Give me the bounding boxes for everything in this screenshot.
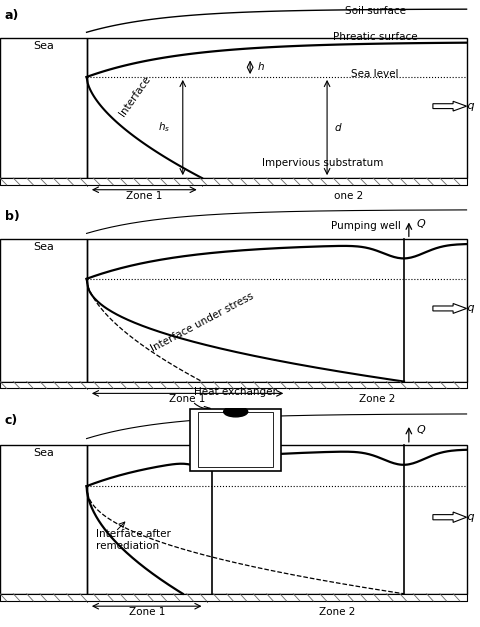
- Text: c): c): [5, 414, 18, 427]
- Bar: [198, 412, 273, 467]
- Text: Q: Q: [415, 425, 424, 435]
- Text: Sea level: Sea level: [351, 69, 398, 79]
- Polygon shape: [432, 303, 466, 314]
- Text: Zone 2: Zone 2: [359, 394, 395, 404]
- Text: Heat exchanger: Heat exchanger: [194, 387, 276, 398]
- Text: Zone 2: Zone 2: [318, 607, 354, 617]
- Text: q: q: [463, 101, 474, 111]
- Text: h: h: [257, 62, 264, 72]
- Bar: [86, 38, 466, 178]
- Text: Sea: Sea: [33, 448, 54, 458]
- Text: Soil surface: Soil surface: [344, 6, 405, 16]
- Bar: [86, 445, 466, 594]
- Text: Q: Q: [415, 219, 424, 228]
- Text: Impervious substratum: Impervious substratum: [261, 159, 382, 169]
- Text: Zone 1: Zone 1: [126, 191, 162, 201]
- Bar: [0, 240, 86, 381]
- Text: d: d: [334, 122, 340, 132]
- Text: Pumping well: Pumping well: [330, 221, 400, 231]
- Text: b): b): [5, 209, 20, 223]
- Circle shape: [223, 406, 247, 417]
- Text: Phreatic surface: Phreatic surface: [332, 32, 417, 42]
- Text: q: q: [463, 512, 474, 522]
- Text: Interface: Interface: [117, 75, 152, 119]
- Bar: [0, 445, 86, 594]
- Polygon shape: [432, 512, 466, 522]
- Bar: [0, 38, 86, 178]
- Text: Zone 1: Zone 1: [128, 607, 165, 617]
- Text: Sea: Sea: [33, 242, 54, 252]
- Text: Interface under stress: Interface under stress: [149, 291, 254, 354]
- FancyBboxPatch shape: [190, 409, 281, 471]
- Polygon shape: [432, 102, 466, 111]
- Text: a): a): [5, 9, 19, 22]
- Text: Interface after
remediation: Interface after remediation: [96, 529, 171, 551]
- Text: Zone 1: Zone 1: [169, 394, 205, 404]
- Bar: [86, 240, 466, 381]
- Text: q: q: [463, 303, 474, 314]
- Text: one 2: one 2: [334, 191, 362, 201]
- Text: h$_s$: h$_s$: [158, 120, 170, 134]
- Text: Sea: Sea: [33, 41, 54, 51]
